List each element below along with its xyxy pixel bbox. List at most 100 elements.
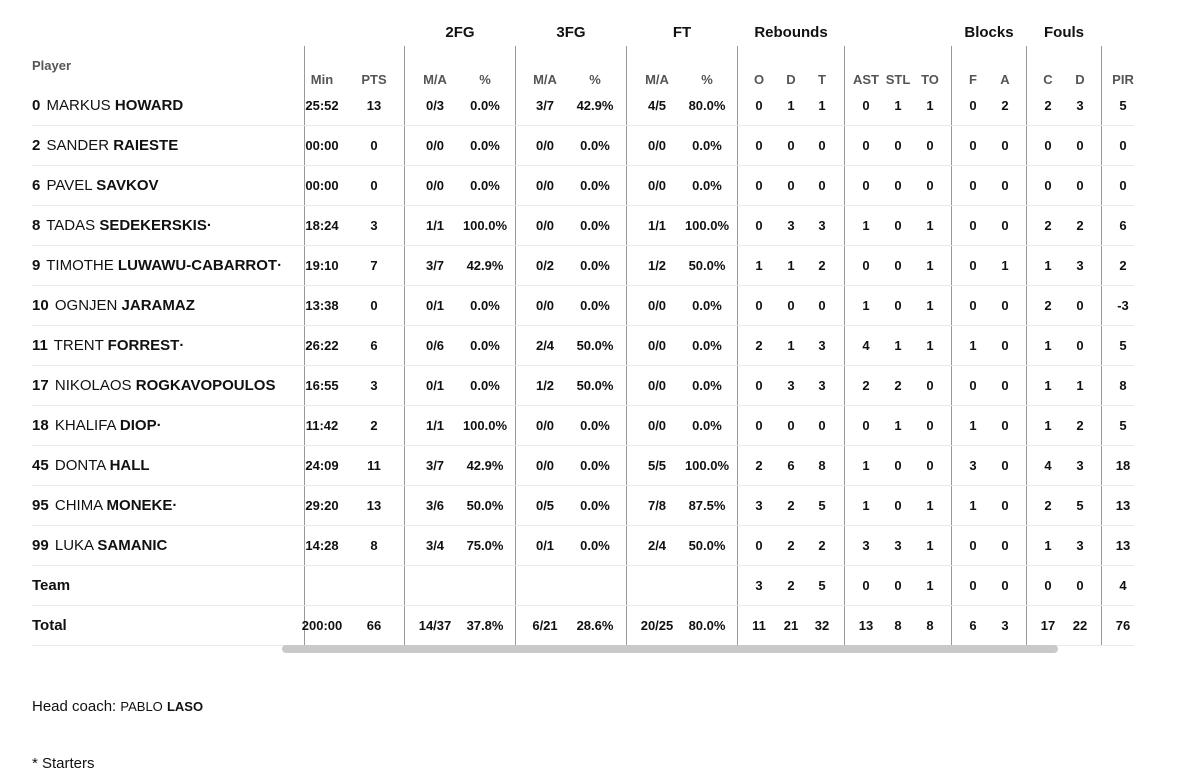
stat-foul-d: 3: [1076, 538, 1084, 553]
stat-ast: 13: [858, 618, 874, 633]
stat-pts: 6: [370, 338, 378, 353]
player-name[interactable]: 18 KHALIFA DIOP·: [32, 417, 162, 434]
stat-reb-t: 0: [818, 178, 826, 193]
stat-3fg-ma: 3/7: [535, 98, 555, 113]
column-header-min: Min: [310, 72, 334, 87]
player-name[interactable]: 9 TIMOTHE LUWAWU-CABARROT·: [32, 257, 282, 274]
stat-3fg-pct: 0.0%: [580, 458, 610, 473]
stat-ft-pct: 0.0%: [692, 418, 722, 433]
stat-reb-d: 6: [787, 458, 795, 473]
player-number: 18: [32, 417, 49, 434]
player-number: 10: [32, 297, 49, 314]
team-row: Team 3 2 5 0 0 1 0 0 0 0 4: [32, 566, 1134, 606]
stat-2fg-ma: 0/3: [425, 98, 445, 113]
stat-reb-o: 0: [755, 298, 763, 313]
player-name[interactable]: 10 OGNJEN JARAMAZ: [32, 297, 195, 314]
player-last-name: MONEKE: [106, 497, 173, 514]
player-name[interactable]: 95 CHIMA MONEKE·: [32, 497, 177, 514]
stat-reb-o: 11: [752, 618, 766, 633]
stat-to: 1: [926, 258, 934, 273]
stat-ft-ma: 4/5: [647, 98, 667, 113]
stat-stl: 0: [894, 218, 902, 233]
group-header-ft: FT: [672, 24, 692, 41]
stat-reb-t: 2: [818, 258, 826, 273]
stat-reb-o: 3: [755, 498, 763, 513]
stat-reb-t: 32: [814, 618, 830, 633]
player-name[interactable]: 99 LUKA SAMANIC: [32, 537, 167, 554]
column-header-foul-d: D: [1075, 72, 1085, 87]
stat-ast: 1: [862, 458, 870, 473]
stat-reb-o: 0: [755, 218, 763, 233]
column-divider: [844, 46, 845, 646]
stat-reb-o: 0: [755, 178, 763, 193]
stat-2fg-ma: 0/1: [425, 378, 445, 393]
stat-stl: 0: [894, 498, 902, 513]
column-header-stl: STL: [885, 72, 911, 87]
stat-2fg-ma: 14/37: [418, 618, 452, 633]
column-divider: [304, 46, 305, 646]
stat-min: 14:28: [305, 538, 339, 553]
player-name[interactable]: 11 TRENT FORREST·: [32, 337, 184, 354]
stat-reb-t: 0: [818, 298, 826, 313]
stat-stl: 0: [894, 138, 902, 153]
stat-pir: 5: [1119, 418, 1127, 433]
column-header-reb-o: O: [753, 72, 765, 87]
player-row: 2 SANDER RAIESTE 00:00 0 0/0 0.0% 0/0 0.0% 0/0 0…: [32, 126, 1134, 166]
stat-foul-d: 0: [1076, 338, 1084, 353]
player-last-name: SEDEKERSKIS: [99, 217, 207, 234]
stat-min: 24:09: [305, 458, 339, 473]
player-name[interactable]: 17 NIKOLAOS ROGKAVOPOULOS: [32, 377, 275, 394]
player-name[interactable]: 6 PAVEL SAVKOV: [32, 177, 159, 194]
stat-min: 18:24: [305, 218, 339, 233]
stat-reb-t: 3: [818, 218, 826, 233]
stat-blk-f: 0: [969, 538, 977, 553]
total-label: Total: [32, 617, 67, 634]
stat-3fg-pct: 0.0%: [580, 258, 610, 273]
player-name[interactable]: 0 MARKUS HOWARD: [32, 97, 183, 114]
stat-reb-o: 2: [755, 458, 763, 473]
column-header-to: TO: [921, 72, 939, 87]
head-coach-last-name: LASO: [166, 699, 204, 714]
stat-pir: 2: [1119, 258, 1127, 273]
stat-blk-f: 1: [969, 418, 977, 433]
stat-ast: 0: [862, 178, 870, 193]
stat-reb-d: 2: [787, 578, 795, 593]
stat-2fg-ma: 3/4: [425, 538, 445, 553]
group-header-fouls: Fouls: [1044, 24, 1084, 41]
stat-foul-c: 1: [1044, 338, 1052, 353]
column-header-reb-t: T: [818, 72, 826, 87]
column-header-2fg-ma: M/A: [423, 72, 447, 87]
stat-min: 11:42: [305, 418, 339, 433]
stat-reb-d: 1: [787, 258, 795, 273]
stat-ft-pct: 100.0%: [684, 458, 730, 473]
stat-blk-a: 0: [1001, 298, 1009, 313]
stat-stl: 3: [894, 538, 902, 553]
player-name[interactable]: 2 SANDER RAIESTE: [32, 137, 178, 154]
stat-3fg-ma: 0/0: [535, 458, 555, 473]
stat-pir: 0: [1119, 178, 1127, 193]
player-first-name: TADAS: [46, 217, 96, 234]
stat-stl: 0: [894, 258, 902, 273]
horizontal-scrollbar[interactable]: [282, 645, 1058, 653]
player-last-name: RAIESTE: [113, 137, 179, 154]
stat-2fg-ma: 1/1: [425, 418, 445, 433]
stat-foul-c: 17: [1040, 618, 1056, 633]
column-header-reb-d: D: [786, 72, 796, 87]
player-first-name: CHIMA: [54, 497, 103, 514]
group-header-blocks: Blocks: [964, 24, 1014, 41]
stat-2fg-pct: 75.0%: [466, 538, 504, 553]
stat-ast: 2: [862, 378, 870, 393]
stat-pts: 0: [370, 298, 378, 313]
player-name[interactable]: 45 DONTA HALL: [32, 457, 150, 474]
player-number: 0: [32, 97, 41, 114]
stat-stl: 1: [894, 418, 902, 433]
stat-min: 00:00: [305, 178, 339, 193]
player-first-name: MARKUS: [46, 97, 111, 114]
stat-2fg-pct: 0.0%: [470, 378, 500, 393]
player-name[interactable]: 8 TADAS SEDEKERSKIS·: [32, 217, 212, 234]
stat-ast: 0: [862, 578, 870, 593]
stat-ast: 0: [862, 138, 870, 153]
stat-foul-c: 0: [1044, 138, 1052, 153]
stat-3fg-pct: 0.0%: [580, 138, 610, 153]
stat-foul-c: 2: [1044, 498, 1052, 513]
